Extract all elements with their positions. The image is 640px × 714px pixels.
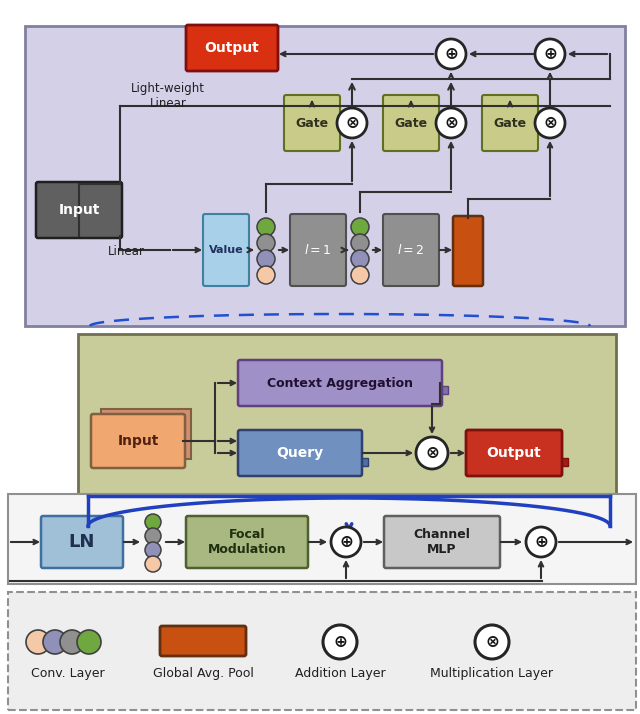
Circle shape (77, 630, 101, 654)
Text: Gate: Gate (493, 116, 527, 129)
FancyBboxPatch shape (238, 360, 442, 406)
Circle shape (145, 556, 161, 572)
FancyBboxPatch shape (284, 95, 340, 151)
Circle shape (351, 234, 369, 252)
FancyBboxPatch shape (290, 214, 346, 286)
FancyBboxPatch shape (186, 516, 308, 568)
Bar (101, 409, 191, 459)
Text: $l = 1$: $l = 1$ (304, 243, 332, 257)
Circle shape (351, 218, 369, 236)
Bar (78, 334, 616, 496)
Text: ⊕: ⊕ (333, 633, 347, 651)
Circle shape (257, 266, 275, 284)
Text: Linear: Linear (108, 244, 145, 258)
Text: ⊕: ⊕ (543, 45, 557, 63)
FancyBboxPatch shape (384, 516, 500, 568)
Text: Value: Value (209, 245, 243, 255)
Bar (8, 494, 636, 584)
Text: ⊗: ⊗ (543, 114, 557, 132)
Text: ⊕: ⊕ (534, 533, 548, 551)
Bar (8, 592, 636, 710)
Text: ⊗: ⊗ (485, 633, 499, 651)
Circle shape (145, 528, 161, 544)
FancyBboxPatch shape (466, 430, 562, 476)
Text: Channel
MLP: Channel MLP (413, 528, 470, 556)
Circle shape (436, 108, 466, 138)
Circle shape (351, 250, 369, 268)
Bar (25, 26, 625, 326)
Text: Conv. Layer: Conv. Layer (31, 668, 105, 680)
Circle shape (436, 39, 466, 69)
FancyBboxPatch shape (238, 430, 362, 476)
Circle shape (60, 630, 84, 654)
Text: $l = 2$: $l = 2$ (397, 243, 425, 257)
Circle shape (43, 630, 67, 654)
Circle shape (257, 250, 275, 268)
Text: ⊗: ⊗ (444, 114, 458, 132)
Circle shape (26, 630, 50, 654)
Circle shape (257, 218, 275, 236)
Bar (248, 458, 368, 466)
FancyBboxPatch shape (203, 214, 249, 286)
Text: Light-weight
Linear: Light-weight Linear (131, 82, 205, 110)
Circle shape (475, 625, 509, 659)
Text: Input: Input (117, 434, 159, 448)
Text: Global Avg. Pool: Global Avg. Pool (152, 668, 253, 680)
Text: Addition Layer: Addition Layer (294, 668, 385, 680)
FancyBboxPatch shape (482, 95, 538, 151)
Circle shape (145, 542, 161, 558)
Text: Focal
Modulation: Focal Modulation (208, 528, 286, 556)
Text: LN: LN (69, 533, 95, 551)
Text: Gate: Gate (394, 116, 428, 129)
FancyBboxPatch shape (453, 216, 483, 286)
FancyBboxPatch shape (91, 414, 185, 468)
Text: Input: Input (58, 203, 100, 217)
FancyBboxPatch shape (186, 25, 278, 71)
Text: Output: Output (486, 446, 541, 460)
FancyBboxPatch shape (41, 516, 123, 568)
Text: ⊕: ⊕ (444, 45, 458, 63)
Text: ⊗: ⊗ (345, 114, 359, 132)
Circle shape (416, 437, 448, 469)
Bar (476, 458, 568, 466)
FancyBboxPatch shape (383, 95, 439, 151)
Bar (248, 386, 448, 394)
Circle shape (331, 527, 361, 557)
Circle shape (535, 108, 565, 138)
Text: ⊕: ⊕ (339, 533, 353, 551)
Circle shape (323, 625, 357, 659)
Text: Query: Query (276, 446, 324, 460)
FancyBboxPatch shape (36, 182, 122, 238)
Text: Gate: Gate (296, 116, 328, 129)
Text: Multiplication Layer: Multiplication Layer (431, 668, 554, 680)
Text: Context Aggregation: Context Aggregation (267, 376, 413, 390)
Text: ⊗: ⊗ (425, 444, 439, 462)
Circle shape (145, 514, 161, 530)
Circle shape (337, 108, 367, 138)
Circle shape (526, 527, 556, 557)
FancyBboxPatch shape (160, 626, 246, 656)
Circle shape (257, 234, 275, 252)
FancyBboxPatch shape (383, 214, 439, 286)
Text: Output: Output (205, 41, 259, 55)
Circle shape (351, 266, 369, 284)
Circle shape (535, 39, 565, 69)
